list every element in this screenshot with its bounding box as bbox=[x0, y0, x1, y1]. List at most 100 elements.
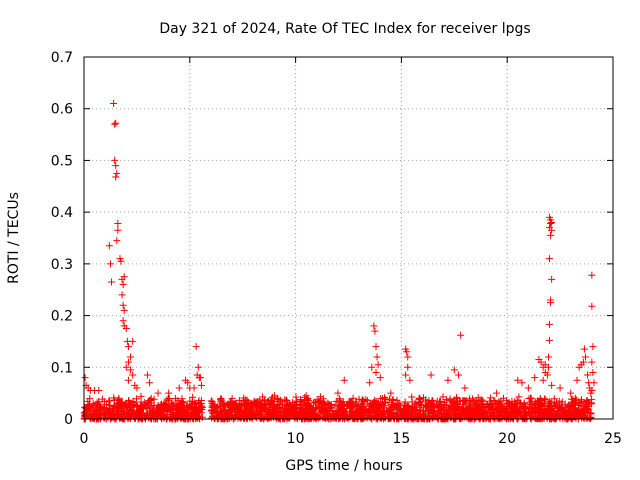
roti-point bbox=[567, 389, 575, 397]
roti-point bbox=[129, 371, 137, 379]
roti-point bbox=[228, 394, 236, 402]
y-tick-label: 0.3 bbox=[51, 257, 73, 273]
roti-point bbox=[172, 395, 180, 403]
roti-point bbox=[258, 414, 266, 422]
roti-point bbox=[376, 374, 384, 382]
roti-point bbox=[184, 379, 192, 387]
roti-point bbox=[546, 255, 554, 263]
x-tick-label: 15 bbox=[392, 431, 410, 447]
roti-point bbox=[571, 394, 579, 402]
roti-point bbox=[178, 395, 186, 403]
roti-point bbox=[556, 413, 564, 421]
roti-point bbox=[525, 394, 533, 402]
roti-point bbox=[261, 400, 269, 408]
roti-point bbox=[343, 400, 351, 408]
roti-point bbox=[588, 358, 596, 366]
roti-point bbox=[95, 387, 103, 395]
roti-point bbox=[214, 402, 222, 410]
roti-point bbox=[514, 376, 522, 384]
roti-point bbox=[114, 226, 122, 234]
roti-point bbox=[277, 410, 285, 418]
roti-point bbox=[511, 410, 519, 418]
roti-point bbox=[155, 412, 163, 420]
roti-point bbox=[559, 412, 567, 420]
roti-point bbox=[127, 353, 135, 361]
roti-point bbox=[437, 407, 445, 415]
roti-point bbox=[301, 396, 309, 404]
roti-point bbox=[364, 408, 372, 416]
roti-point bbox=[524, 384, 532, 392]
roti-point bbox=[348, 398, 356, 406]
roti-point bbox=[584, 371, 592, 379]
roti-point bbox=[120, 306, 128, 314]
roti-point bbox=[228, 406, 236, 414]
roti-point bbox=[281, 407, 289, 415]
roti-point bbox=[124, 376, 132, 384]
roti-point bbox=[565, 414, 573, 422]
roti-point bbox=[373, 353, 381, 361]
roti-point bbox=[452, 414, 460, 422]
roti-point bbox=[581, 353, 589, 361]
roti-point bbox=[459, 405, 467, 413]
roti-point bbox=[195, 407, 203, 415]
roti-point bbox=[408, 393, 416, 401]
roti-point bbox=[366, 379, 374, 387]
roti-point bbox=[518, 379, 526, 387]
roti-point bbox=[532, 400, 540, 408]
roti-point bbox=[387, 389, 395, 397]
roti-point bbox=[490, 396, 498, 404]
roti-point bbox=[89, 410, 97, 418]
roti-point bbox=[119, 301, 127, 309]
roti-point bbox=[546, 213, 554, 221]
roti-point bbox=[493, 412, 501, 420]
roti-point bbox=[321, 414, 329, 422]
roti-point bbox=[331, 411, 339, 419]
roti-point bbox=[274, 403, 282, 411]
roti-point bbox=[515, 393, 523, 401]
x-tick-label: 10 bbox=[287, 431, 305, 447]
roti-point bbox=[567, 403, 575, 411]
roti-point bbox=[175, 407, 183, 415]
roti-point bbox=[267, 400, 275, 408]
roti-point bbox=[556, 384, 564, 392]
roti-point bbox=[485, 414, 493, 422]
roti-point bbox=[424, 403, 432, 411]
roti-point bbox=[573, 376, 581, 384]
roti-point bbox=[119, 317, 127, 325]
roti-point bbox=[192, 412, 200, 420]
roti-point bbox=[293, 405, 301, 413]
roti-point bbox=[530, 404, 538, 412]
roti-point bbox=[197, 381, 205, 389]
roti-point bbox=[343, 402, 351, 410]
roti-point bbox=[169, 410, 177, 418]
roti-point bbox=[406, 376, 414, 384]
roti-point bbox=[423, 402, 431, 410]
roti-point bbox=[589, 343, 597, 351]
roti-point bbox=[111, 156, 119, 164]
roti-point bbox=[517, 404, 525, 412]
roti-point bbox=[268, 397, 276, 405]
roti-point bbox=[540, 401, 548, 409]
x-tick-label: 5 bbox=[185, 431, 194, 447]
roti-point bbox=[163, 413, 171, 421]
roti-point bbox=[468, 410, 476, 418]
roti-point bbox=[191, 406, 199, 414]
y-tick-label: 0.5 bbox=[51, 153, 73, 169]
roti-point bbox=[281, 408, 289, 416]
roti-point bbox=[262, 408, 270, 416]
roti-point bbox=[258, 404, 266, 412]
roti-point bbox=[194, 363, 202, 371]
roti-point bbox=[325, 407, 333, 415]
roti-point bbox=[194, 398, 202, 406]
roti-point bbox=[385, 406, 393, 414]
roti-point bbox=[394, 414, 402, 422]
roti-point bbox=[302, 392, 310, 400]
roti-point bbox=[577, 409, 585, 417]
roti-point bbox=[390, 401, 398, 409]
roti-point bbox=[588, 399, 596, 407]
roti-point bbox=[297, 397, 305, 405]
roti-point bbox=[457, 331, 465, 339]
roti-point bbox=[216, 407, 224, 415]
roti-point bbox=[497, 413, 505, 421]
roti-point bbox=[551, 401, 559, 409]
